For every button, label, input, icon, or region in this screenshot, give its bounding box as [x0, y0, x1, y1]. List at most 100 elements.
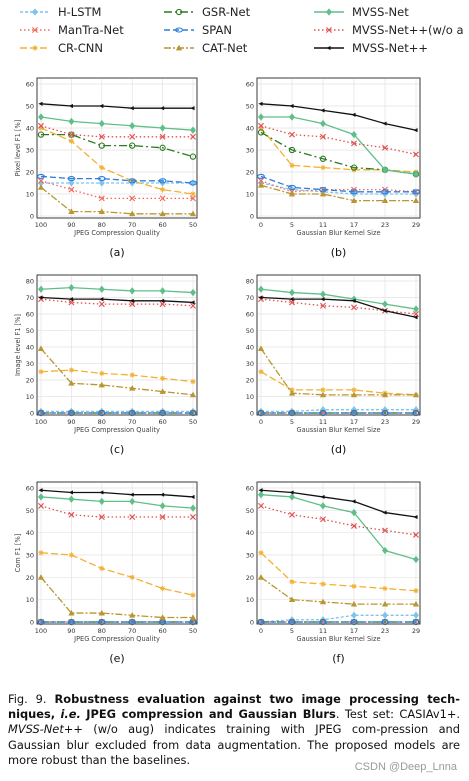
caption-text-b: (w/o aug) indicates training with JPEG c… — [8, 722, 460, 767]
x-axis-label: JPEG Compression Quality — [73, 635, 160, 643]
panel-label: (f) — [332, 652, 344, 665]
data-point — [129, 210, 136, 217]
series-line — [260, 552, 417, 592]
data-point — [129, 287, 136, 295]
y-tick-label: 0 — [250, 213, 254, 221]
y-tick-label: 20 — [26, 377, 34, 385]
y-tick-label: 20 — [246, 377, 254, 385]
legend-entry-mvss-net: MVSS-Net — [314, 5, 409, 19]
data-point — [129, 195, 136, 202]
x-tick-label: 11 — [319, 221, 327, 229]
legend-entry-cr-cnn: CR-CNN — [20, 41, 103, 55]
series-mvss-net — [258, 295, 418, 320]
x-tick-label: 80 — [98, 221, 106, 229]
data-point — [413, 315, 418, 320]
x-axis-label: Gaussian Blur Kernel Size — [296, 426, 380, 434]
x-tick-label: 23 — [381, 418, 389, 426]
data-point — [190, 379, 196, 385]
data-point — [382, 611, 388, 619]
data-point — [412, 600, 420, 607]
y-tick-label: 60 — [246, 81, 254, 89]
data-point — [159, 287, 166, 295]
series-span — [37, 410, 197, 416]
y-tick-label: 0 — [30, 213, 34, 221]
series-line — [40, 505, 193, 518]
y-tick-label: 50 — [26, 327, 34, 335]
series-cat-net — [257, 345, 420, 398]
data-point — [257, 129, 265, 136]
data-point — [351, 140, 357, 147]
series-cr-cnn — [258, 550, 419, 594]
x-tick-label: 11 — [319, 627, 327, 635]
data-point — [67, 176, 76, 182]
data-point — [68, 283, 75, 292]
series-mvss-net — [258, 113, 419, 178]
data-point — [288, 596, 296, 603]
y-tick-label: 50 — [26, 507, 34, 515]
series-line — [260, 348, 416, 396]
data-point — [99, 370, 105, 376]
data-point — [289, 131, 295, 138]
x-tick-label: 23 — [381, 221, 389, 229]
data-point — [37, 131, 45, 138]
data-point — [288, 619, 296, 625]
data-point — [98, 514, 105, 521]
data-point — [350, 619, 358, 625]
x-tick-label: 100 — [35, 221, 47, 229]
series-line — [260, 288, 417, 310]
y-tick-label: 40 — [246, 529, 254, 537]
series-span — [257, 619, 420, 625]
data-point — [412, 391, 420, 398]
data-point — [67, 619, 76, 625]
data-point — [289, 511, 295, 518]
series-line — [260, 103, 417, 131]
data-point — [320, 108, 325, 113]
data-point — [190, 494, 195, 500]
data-point — [159, 195, 166, 202]
y-axis-label: Com F1 [%] — [14, 534, 22, 573]
y-tick-label: 40 — [26, 529, 34, 537]
data-point — [381, 197, 389, 203]
series-mvss-net — [38, 493, 196, 512]
y-tick-label: 10 — [26, 191, 34, 199]
data-point — [412, 197, 420, 203]
data-point — [319, 155, 327, 162]
plot-frame — [256, 274, 421, 416]
data-point — [159, 124, 166, 132]
series-line — [40, 489, 194, 498]
chart-legend: H-LSTM ManTra-Net CR-CNN GSR-Net SPAN CAT-Net… — [14, 2, 469, 62]
data-point — [289, 297, 294, 302]
plot-area — [36, 274, 198, 416]
data-point — [98, 301, 105, 308]
data-point — [319, 410, 327, 416]
data-point — [257, 181, 265, 188]
data-point — [158, 410, 167, 416]
data-point — [289, 387, 295, 393]
data-point — [190, 106, 195, 111]
data-point — [129, 514, 136, 521]
x-tick-label: 29 — [412, 627, 420, 635]
data-point — [159, 210, 166, 217]
x-tick-label: 50 — [189, 221, 197, 229]
legend-entry-span: SPAN — [164, 23, 232, 37]
data-point — [158, 178, 167, 184]
legend-marker-icon — [32, 8, 38, 16]
data-point — [68, 367, 74, 373]
legend-label: ManTra-Net — [58, 23, 124, 37]
y-tick-label: 0 — [250, 619, 254, 627]
data-point — [257, 410, 265, 416]
series-line — [40, 576, 193, 619]
legend-marker-icon — [175, 8, 183, 16]
data-point — [37, 574, 45, 580]
y-tick-label: 20 — [26, 169, 34, 177]
legend-marker-icon — [175, 44, 183, 51]
data-point — [38, 369, 44, 375]
data-point — [98, 208, 105, 214]
data-point — [413, 128, 418, 133]
data-point — [320, 494, 325, 500]
charts-grid: 0 10 20 30 40 50 60 100 90 80 70 60 50 JPEG Compressi… — [0, 68, 469, 680]
series-mvss-net — [38, 488, 195, 500]
data-point — [129, 298, 134, 303]
legend-marker-icon — [326, 8, 332, 16]
